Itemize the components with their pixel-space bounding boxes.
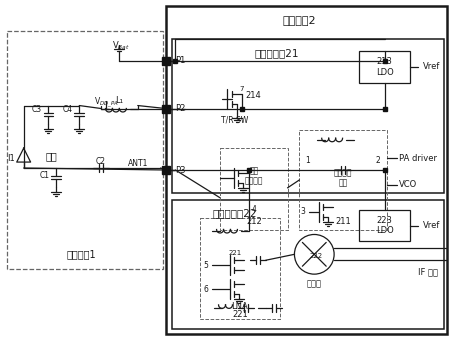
Text: P1: P1 [175, 56, 186, 65]
Text: 5: 5 [203, 261, 208, 270]
Text: 第二
级放大器: 第二 级放大器 [245, 166, 263, 186]
Text: 213
LDO: 213 LDO [376, 57, 394, 76]
Text: LNA: LNA [232, 302, 248, 311]
Text: I1: I1 [7, 153, 15, 163]
Bar [359, 210, 410, 241]
Text: C1: C1 [39, 172, 49, 180]
Text: 214: 214 [246, 91, 262, 100]
Text: 天线: 天线 [45, 151, 57, 161]
Text: 3: 3 [301, 207, 306, 216]
Text: 222: 222 [310, 253, 323, 259]
Bar [220, 148, 287, 229]
Text: 匹配电路1: 匹配电路1 [66, 249, 96, 259]
Bar [7, 31, 163, 269]
Text: V$_{DD\_PA}$: V$_{DD\_PA}$ [94, 95, 118, 110]
Text: 221: 221 [228, 250, 242, 256]
Text: 7: 7 [240, 86, 244, 92]
Text: P3: P3 [175, 165, 186, 175]
Text: ANT1: ANT1 [128, 159, 148, 167]
Text: 223
LDO: 223 LDO [376, 216, 394, 235]
Bar [359, 51, 410, 83]
Text: 接收机电路22: 接收机电路22 [212, 208, 257, 218]
Text: 片内电路2: 片内电路2 [282, 15, 316, 25]
Text: C4: C4 [62, 105, 72, 114]
Text: 混合器: 混合器 [307, 280, 322, 288]
Text: IF 信号: IF 信号 [418, 268, 439, 277]
Bar [173, 39, 444, 193]
Text: 221: 221 [232, 310, 248, 319]
Text: T/R SW: T/R SW [221, 116, 248, 125]
Text: P2: P2 [175, 104, 186, 113]
Text: VCO: VCO [399, 180, 417, 189]
Bar [299, 130, 387, 229]
Bar [173, 200, 444, 329]
Text: 2: 2 [376, 155, 381, 165]
Text: L₁: L₁ [115, 96, 123, 105]
Text: Vref: Vref [424, 62, 441, 71]
Text: 1: 1 [306, 155, 310, 165]
Text: C2: C2 [96, 157, 106, 166]
Text: 6: 6 [203, 284, 208, 294]
Bar [166, 6, 447, 333]
Bar [200, 218, 280, 319]
Text: 212: 212 [246, 217, 262, 226]
Text: V$_{Bat}$: V$_{Bat}$ [112, 39, 130, 51]
Text: 4: 4 [252, 205, 256, 214]
Text: 211: 211 [335, 217, 351, 226]
Text: 发射机电路21: 发射机电路21 [255, 48, 299, 58]
Text: Vref: Vref [424, 221, 441, 230]
Text: C3: C3 [31, 105, 41, 114]
Text: 第一级放
大器: 第一级放 大器 [334, 168, 352, 188]
Text: PA driver: PA driver [399, 153, 437, 163]
